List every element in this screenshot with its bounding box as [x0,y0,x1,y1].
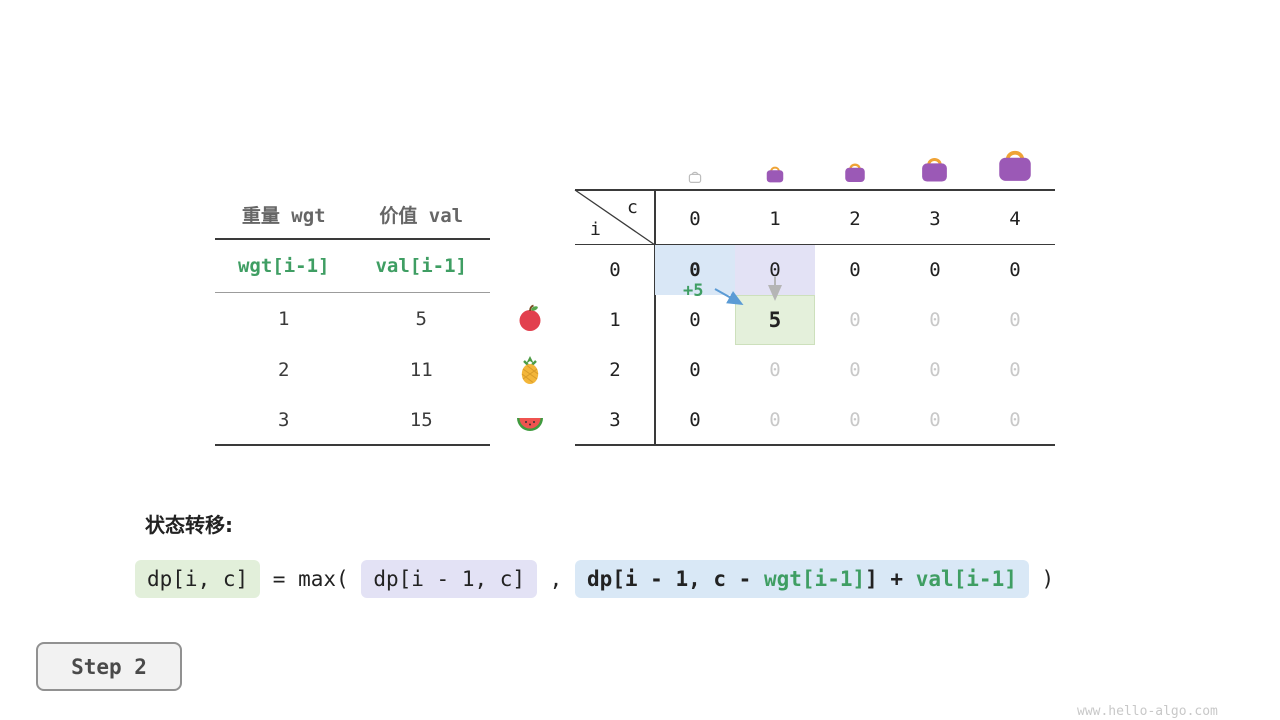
corner-col-label: c [627,197,638,218]
col-header-0: 0 [689,208,701,230]
dp-cell-1-3: 0 [929,309,941,331]
col-header-1: 1 [769,208,781,230]
formula-lhs: dp[i, c] [135,560,261,598]
dp-cell-0-1: 0 [769,259,781,281]
dp-cell-2-1: 0 [769,359,781,381]
item-weight: 3 [278,408,290,431]
wgt-formula: wgt[i-1] [237,255,330,277]
formula-close-paren: ) [1028,567,1055,591]
dp-cell-3-4: 0 [1009,409,1021,431]
highlight-dp-0-0 [655,245,735,295]
col-header-2: 2 [849,208,861,230]
row-header-1: 1 [609,309,621,331]
item-table: 重量 wgt 价值 val wgt[i-1] val[i-1] 1 5 2 11… [215,190,490,446]
take-part-1: dp[i - 1, c - [586,567,764,591]
corner-row-label: i [590,219,601,240]
dp-cell-1-4: 0 [1009,309,1021,331]
transition-annotation: +5 [683,281,704,301]
dp-cell-0-3: 0 [929,259,941,281]
item-value: 5 [415,307,427,330]
dp-cell-0-2: 0 [849,259,861,281]
item-row-pineapple: 2 11 [215,344,490,395]
dp-table-vertical-divider [654,189,656,445]
formula-option-take: dp[i - 1, c - wgt[i-1]] + val[i-1] [574,560,1029,598]
bag-icon-capacity-4 [999,150,1031,181]
dp-cell-1-2: 0 [849,309,861,331]
transition-formula: dp[i, c] = max( dp[i - 1, c] , dp[i - 1,… [135,560,1054,598]
dp-cell-0-0: 0 [689,259,701,281]
formula-eq-max: = max( [260,567,362,591]
transition-label: 状态转移: [145,513,233,537]
bag-icon-capacity-3 [922,157,947,182]
dp-cell-3-0: 0 [689,409,701,431]
dp-cell-2-3: 0 [929,359,941,381]
dp-cell-3-2: 0 [849,409,861,431]
row-header-0: 0 [609,259,621,281]
value-column-header: 价值 val [379,204,464,227]
dp-table-header-underline [575,244,1055,245]
col-header-3: 3 [929,208,941,230]
row-header-2: 2 [609,359,621,381]
take-part-wgt: wgt[i-1] [763,567,866,591]
formula-option-keep: dp[i - 1, c] [361,560,538,598]
dp-cell-3-3: 0 [929,409,941,431]
weight-column-header: 重量 wgt [241,204,326,227]
item-value: 11 [409,358,433,381]
item-table-formula-row: wgt[i-1] val[i-1] [215,240,490,293]
take-part-val: val[i-1] [915,567,1017,591]
item-table-header: 重量 wgt 价值 val [215,190,490,240]
dp-cell-2-4: 0 [1009,359,1021,381]
dp-cell-1-0: 0 [689,309,701,331]
take-part-3: ] + [865,567,916,591]
dp-cell-0-4: 0 [1009,259,1021,281]
row-header-3: 3 [609,409,621,431]
val-formula: val[i-1] [375,255,467,277]
item-weight: 1 [278,307,290,330]
bag-icon-capacity-0-ghost [688,171,702,183]
dp-cell-2-2: 0 [849,359,861,381]
item-row-watermelon: 3 15 [215,395,490,446]
corner-diagonal-line [574,189,656,246]
formula-comma: , [537,567,575,591]
dp-cell-2-0: 0 [689,359,701,381]
bag-icon-capacity-1 [766,166,784,183]
watermelon-icon [517,418,543,431]
item-row-apple: 1 5 [215,293,490,344]
item-weight: 2 [278,358,290,381]
dp-table-border-bottom [575,444,1055,446]
col-header-4: 4 [1009,208,1021,230]
step-button[interactable]: Step 2 [36,642,182,691]
bag-icon-capacity-2 [845,163,865,183]
watermark: www.hello-algo.com [1077,704,1218,719]
item-value: 15 [409,408,433,431]
dp-table-border-top [575,189,1055,191]
apple-icon [519,304,541,331]
pineapple-icon [521,356,539,384]
dp-cell-3-1: 0 [769,409,781,431]
dp-cell-1-1: 5 [768,308,782,332]
